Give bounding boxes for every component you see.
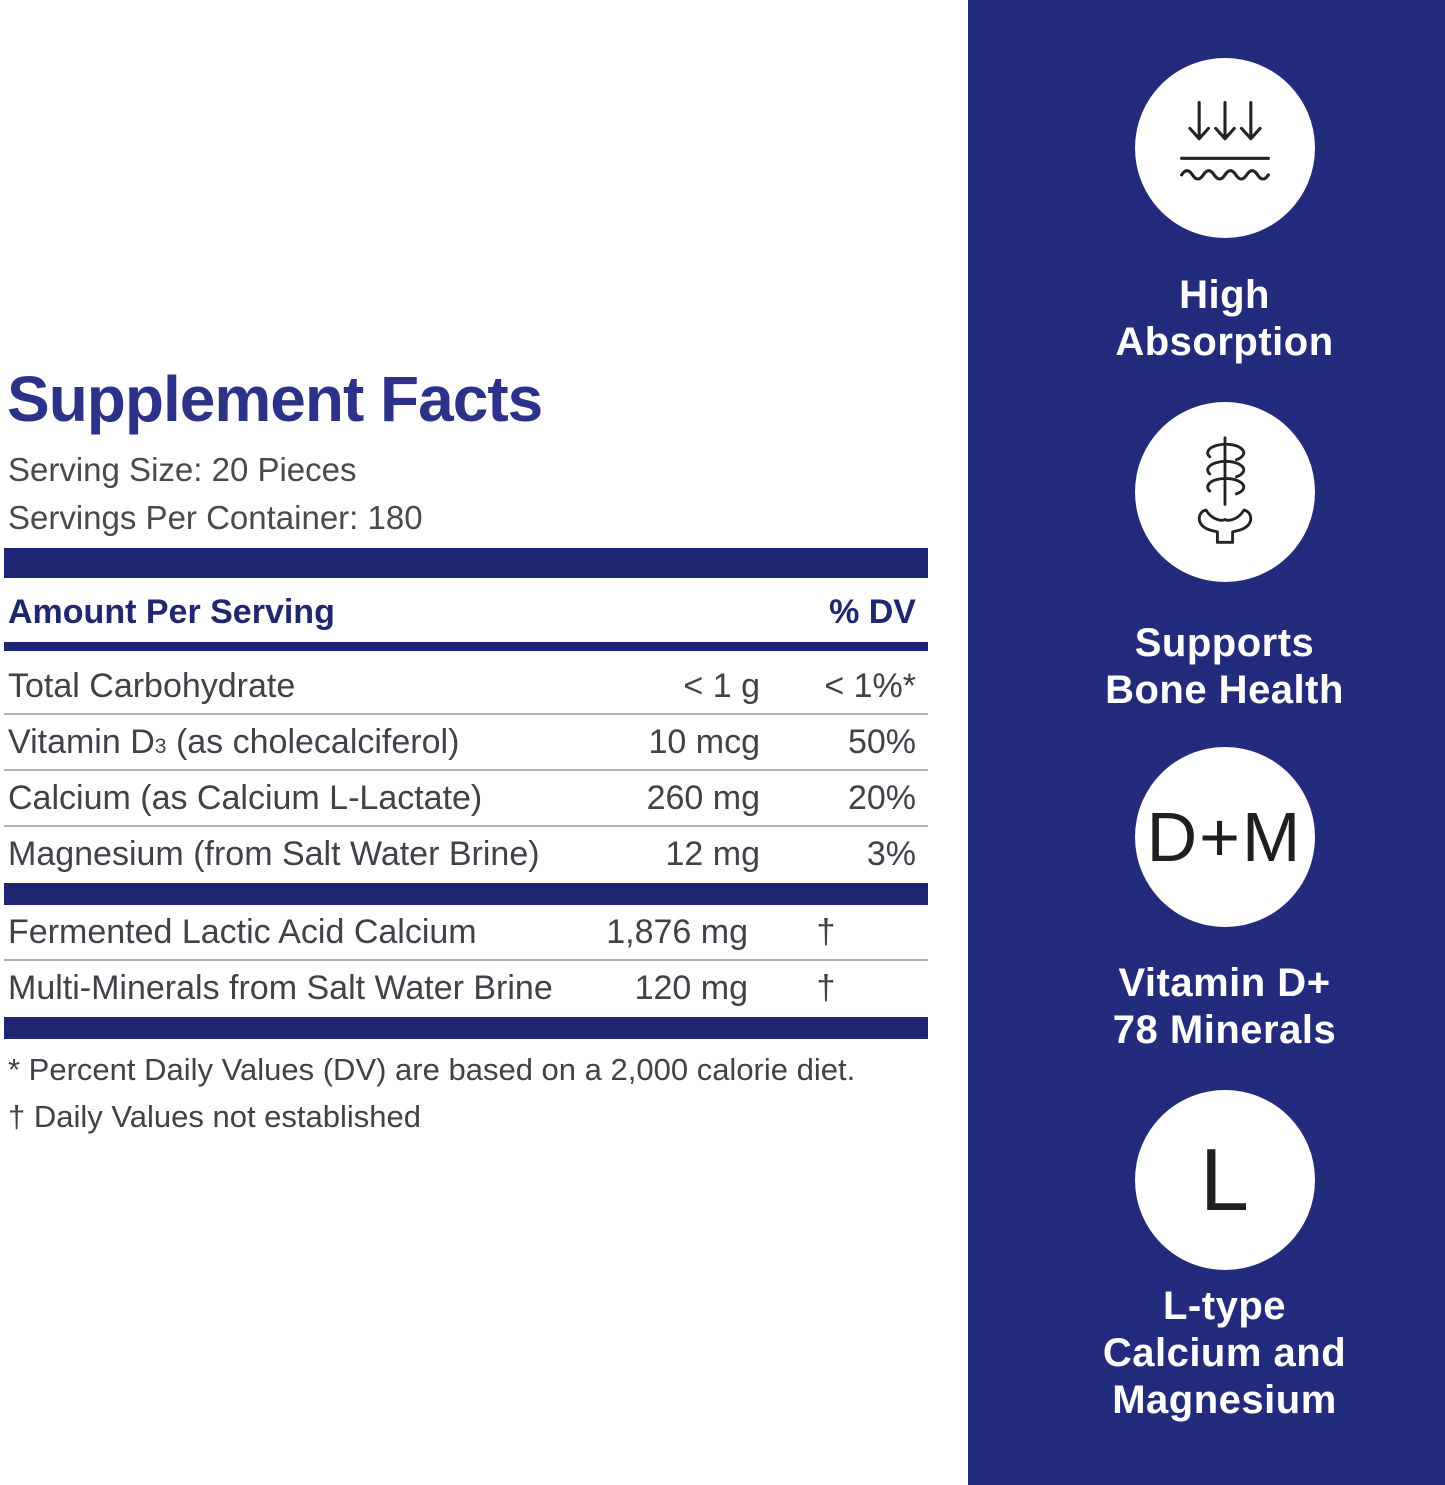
spine-icon (1134, 402, 1315, 582)
nutrient-dv: 50% (847, 722, 916, 761)
nutrient-dv: < 1%* (824, 666, 916, 705)
page-title: Supplement Facts (7, 363, 543, 435)
nutrient-dv: † (816, 912, 836, 951)
nutrient-amount: 12 mg (665, 834, 761, 873)
feature-l-type: L (986, 1090, 1445, 1270)
table-row: Magnesium (from Salt Water Brine) 12 mg … (4, 827, 928, 881)
nutrient-dv: 3% (866, 834, 916, 873)
absorption-arrows-icon (1134, 58, 1315, 238)
nutrient-name: Multi-Minerals from Salt Water Brine (8, 968, 553, 1007)
nutrient-table: Total Carbohydrate < 1 g < 1%* Vitamin D… (4, 659, 928, 881)
feature-label-high-absorption: High Absorption (1115, 273, 1334, 364)
feature-label-bone-health: Supports Bone Health (1105, 621, 1344, 712)
nutrient-amount: 120 mg (634, 968, 748, 1007)
table-row: Total Carbohydrate < 1 g < 1%* (4, 659, 928, 715)
nutrient-amount: < 1 g (683, 666, 760, 705)
percent-dv-header: % DV (829, 593, 916, 631)
table-row: Fermented Lactic Acid Calcium 1,876 mg † (4, 905, 928, 961)
nutrient-name: Vitamin D3 (as cholecalciferol) (8, 722, 460, 761)
divider-bar-thick-top (4, 548, 928, 578)
dm-monogram-icon: D+M (1134, 747, 1315, 927)
nutrient-name: Fermented Lactic Acid Calcium (8, 912, 477, 951)
nutrient-name: Magnesium (from Salt Water Brine) (8, 834, 540, 873)
other-ingredients-table: Fermented Lactic Acid Calcium 1,876 mg †… (4, 905, 928, 1015)
nutrient-amount: 1,876 mg (606, 912, 748, 951)
table-row: Multi-Minerals from Salt Water Brine 120… (4, 961, 928, 1015)
feature-high-absorption (986, 58, 1445, 238)
table-row: Calcium (as Calcium L-Lactate) 260 mg 20… (4, 771, 928, 827)
footnotes: * Percent Daily Values (DV) are based on… (8, 1046, 855, 1140)
feature-sidebar: High Absorption Supports Bone Health (968, 0, 1445, 1485)
l-monogram-icon: L (1134, 1090, 1315, 1270)
feature-label-vitamin-d-minerals: Vitamin D+ 78 Minerals (1112, 961, 1337, 1052)
nutrient-dv: † (816, 968, 836, 1007)
table-row: Vitamin D3 (as cholecalciferol) 10 mcg 5… (4, 715, 928, 771)
nutrient-amount: 10 mcg (648, 722, 761, 761)
divider-bar-thin (4, 642, 928, 651)
amount-per-serving-header: Amount Per Serving (8, 593, 335, 631)
table-header-row: Amount Per Serving % DV (8, 593, 916, 632)
nutrient-dv: 20% (847, 778, 916, 817)
nutrient-name: Total Carbohydrate (8, 666, 296, 705)
footnote-dv: * Percent Daily Values (DV) are based on… (8, 1052, 856, 1087)
nutrient-amount: 260 mg (646, 778, 760, 817)
supplement-facts-panel: Supplement Facts Serving Size: 20 Pieces… (4, 363, 928, 1140)
servings-per-container: Servings Per Container: 180 (8, 499, 423, 536)
feature-vitamin-d-minerals: D+M (986, 747, 1445, 927)
feature-bone-health (986, 402, 1445, 582)
divider-bar-thick-bottom (4, 1017, 928, 1039)
serving-size: Serving Size: 20 Pieces (8, 451, 357, 488)
feature-label-l-type: L-type Calcium and Magnesium (1102, 1284, 1347, 1422)
footnote-dagger: † Daily Values not established (8, 1099, 422, 1134)
divider-bar-thick-middle (4, 883, 928, 905)
nutrient-name: Calcium (as Calcium L-Lactate) (8, 778, 483, 817)
